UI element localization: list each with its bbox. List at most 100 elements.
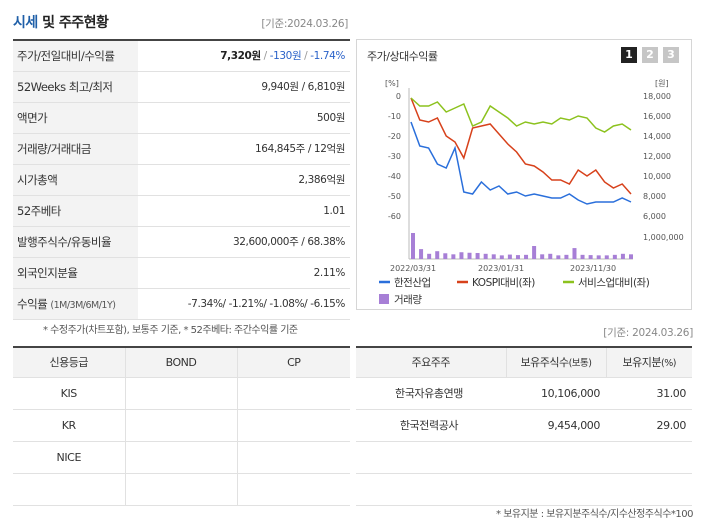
holder-name [356,473,506,505]
chart-tabs: 1 2 3 [621,47,679,63]
holder-shares: 10,106,000 [541,386,600,400]
volume-tick-label: 1,000,000 [643,233,684,242]
volume-bar [515,255,520,259]
table-row: KIS [13,377,350,409]
row-label: 시가총액 [13,164,138,195]
row-value: 1.01 [323,204,345,217]
table-row: 주가/전일대비/수익률 7,320원 / -130원 / -1.74% [13,40,350,71]
right-axis-unit: [원] [655,79,669,88]
row-value: -7.34%/ -1.21%/ -1.08%/ -6.15% [187,297,346,310]
row-label-text: 수익률 [17,296,48,311]
left-tick-label: -10 [388,112,401,121]
row-value: 2.11% [313,266,346,279]
col-header-shares: 보유주식수(보통) [506,347,607,377]
chart-tab-3[interactable]: 3 [663,47,679,63]
right-tick-label: 6,000 [643,212,666,221]
holder-pct: 31.00 [656,386,687,400]
chart-tab-1[interactable]: 1 [621,47,637,63]
series-line-3 [410,97,632,133]
x-tick-label: 2022/03/31 [390,264,436,273]
title-rest: 및 주주현황 [37,15,109,31]
legend-label-1: 한전산업 [394,276,431,289]
cp-cell [237,473,350,505]
left-tick-label: -50 [388,192,401,201]
chart-title: 주가/상대수익률 [367,50,438,63]
table-row: 52Weeks 최고/최저 9,940원 / 6,810원 [13,71,350,102]
table-row [356,441,692,473]
volume-bar [540,254,545,259]
holder-name: 한국자유총연맹 [394,387,464,400]
col-header-rating: 신용등급 [13,347,126,377]
volume-bar [411,233,415,259]
volume-bar [419,249,424,259]
volume-bar [524,254,529,259]
left-tick-label: -30 [388,152,401,161]
volume-bar [459,252,464,259]
row-label: 수익률 (1M/3M/6M/1Y) [13,288,138,319]
volume-bar [620,253,625,259]
table-row: 발행주식수/유동비율 32,600,000주 / 68.38% [13,226,350,257]
col-header-bond: BOND [125,347,238,377]
bond-cell [125,441,238,473]
price-rate: -1.74% [310,50,345,63]
left-tick-label: 0 [396,92,401,101]
shares-header-text: 보유주식수 [520,356,569,370]
volume-bar [483,253,488,259]
table-row: 액면가 500원 [13,102,350,133]
volume-bar [596,255,601,259]
volume-bar [564,254,569,259]
separator: / [301,50,311,63]
section-title: 시세 및 주주현황 [13,12,109,32]
cp-cell [237,409,350,441]
right-tick-label: 12,000 [643,152,671,161]
volume-bar [507,254,512,259]
legend-label-volume: 거래량 [394,294,422,306]
table-row: KR [13,409,350,441]
holder-base-date: [기준: 2024.03.26] [603,327,693,339]
pct-header-small: (%) [661,358,676,370]
volume-bar [588,255,593,259]
table-header-row: 신용등급 BOND CP [13,347,350,377]
row-label-small: (1M/3M/6M/1Y) [50,299,116,311]
holder-pct: 29.00 [656,418,687,432]
legend-label-3: 서비스업대비(좌) [578,276,650,289]
relative-return-chart: [%] [원] 0 -10 -20 -30 -40 -50 -60 18,000 16,000 14,… [379,79,684,306]
table-row: NICE [13,441,350,473]
chart-tab-2[interactable]: 2 [642,47,658,63]
row-value: 164,845주 / 12억원 [255,143,345,155]
agency-cell [13,473,126,505]
bond-cell [125,473,238,505]
left-tick-label: -40 [388,172,401,181]
table-row: 52주베타 1.01 [13,195,350,226]
table-row: 시가총액 2,386억원 [13,164,350,195]
table-row: 외국인지분율 2.11% [13,257,350,288]
table-header-row: 주요주주 보유주식수(보통) 보유지분(%) [356,347,692,377]
table-row: 한국자유총연맹 10,106,000 31.00 [356,377,692,409]
row-value: 32,600,000주 / 68.38% [232,236,345,248]
holder-shares [506,473,606,505]
holder-name: 한국전력공사 [399,419,459,432]
series-line-1 [410,121,632,205]
cp-cell [237,441,350,473]
table-row [13,473,350,505]
right-tick-label: 8,000 [643,192,666,201]
left-tick-label: -60 [388,212,401,221]
holder-pct [606,473,692,505]
row-label: 거래량/거래대금 [13,133,138,164]
title-highlight: 시세 [13,15,38,31]
col-header-cp: CP [287,355,301,369]
holder-name [356,441,506,473]
table-row [356,473,692,505]
row-value: 500원 [316,112,346,124]
holder-shares: 9,454,000 [547,418,601,432]
volume-bar [499,255,504,259]
price-note: * 수정주가(차트포함), 보통주 기준, * 52주베타: 주간수익률 기준 [43,325,298,336]
holder-note: * 보유지분 : 보유지분주식수/지수산정주식수*100 [496,509,693,520]
holder-shares [506,441,606,473]
price-value: 7,320원 [220,50,261,63]
left-axis-unit: [%] [385,79,399,88]
bond-cell [125,377,238,409]
row-label: 52Weeks 최고/최저 [13,71,138,102]
volume-bar [572,248,577,259]
credit-rating-table: 신용등급 BOND CP KIS KR NICE [13,346,350,506]
